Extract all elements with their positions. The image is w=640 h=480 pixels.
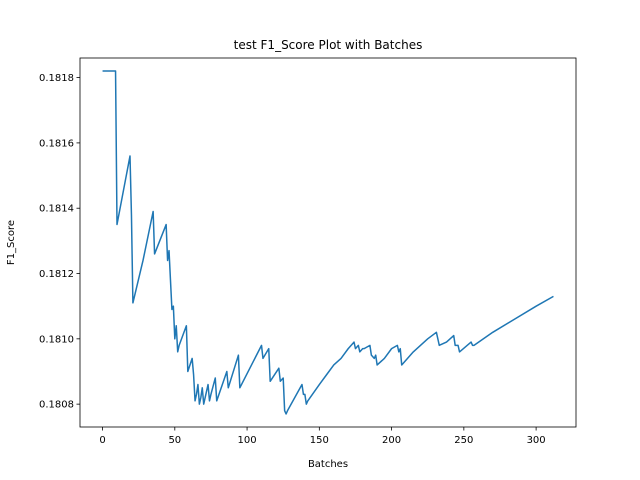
- x-tick-label: 150: [310, 435, 329, 446]
- x-tick-label: 250: [454, 435, 473, 446]
- y-tick-label: 0.1810: [39, 334, 74, 345]
- x-tick-label: 0: [99, 435, 105, 446]
- y-tick-label: 0.1814: [39, 204, 74, 215]
- series-line-0: [102, 70, 554, 415]
- x-axis: 0 50 100 150 200 250 300: [99, 427, 546, 446]
- series-layer: [102, 70, 554, 415]
- chart-title: test F1_Score Plot with Batches: [234, 38, 423, 52]
- y-tick-label: 0.1818: [39, 73, 74, 84]
- y-tick-label: 0.1816: [39, 138, 74, 149]
- x-tick-label: 50: [168, 435, 181, 446]
- y-axis-label: F1_Score: [6, 220, 17, 265]
- x-tick-label: 300: [527, 435, 546, 446]
- x-tick-label: 100: [238, 435, 257, 446]
- x-axis-label: Batches: [308, 459, 348, 470]
- y-tick-label: 0.1812: [39, 269, 74, 280]
- y-tick-label: 0.1808: [39, 400, 74, 411]
- y-axis: 0.1808 0.1810 0.1812 0.1814 0.1816 0.1818: [39, 73, 80, 411]
- x-tick-label: 200: [382, 435, 401, 446]
- plot-frame: [79, 57, 577, 428]
